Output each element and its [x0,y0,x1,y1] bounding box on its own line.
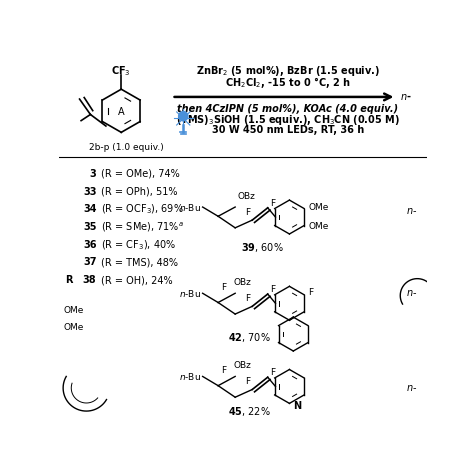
Text: N: N [293,401,301,411]
Text: 3: 3 [90,169,96,179]
Text: A: A [118,107,125,118]
Circle shape [179,111,188,121]
Text: OBz: OBz [234,361,252,370]
Text: $n$-: $n$- [406,288,418,298]
Text: $n$-: $n$- [406,383,418,393]
Text: F: F [246,294,251,303]
Text: R: R [65,275,73,285]
Text: F: F [221,366,226,375]
Text: OMe: OMe [63,323,83,332]
Text: OBz: OBz [234,278,252,287]
Text: $\mathbf{39}$, 60%: $\mathbf{39}$, 60% [241,241,284,255]
Text: ZnBr$_2$ (5 mol%), BzBr (1.5 equiv.): ZnBr$_2$ (5 mol%), BzBr (1.5 equiv.) [196,64,380,78]
Text: (TMS)$_3$SiOH (1.5 equiv.), CH$_3$CN (0.05 M): (TMS)$_3$SiOH (1.5 equiv.), CH$_3$CN (0.… [176,113,400,127]
Text: F: F [270,368,275,377]
Text: F: F [270,199,275,208]
Text: 37: 37 [83,257,96,267]
Text: F: F [221,283,226,292]
Text: (R = OPh), 51%: (R = OPh), 51% [101,187,178,197]
Text: $n$-Bu: $n$-Bu [179,201,201,212]
Text: F: F [270,285,275,294]
Text: CH$_2$Cl$_2$, -15 to 0 °C, 2 h: CH$_2$Cl$_2$, -15 to 0 °C, 2 h [225,75,351,90]
Text: (R = TMS), 48%: (R = TMS), 48% [101,257,178,267]
Text: $n$-Bu: $n$-Bu [179,288,201,299]
Text: 30 W 450 nm LEDs, RT, 36 h: 30 W 450 nm LEDs, RT, 36 h [212,125,364,135]
Text: 36: 36 [83,240,96,250]
Text: 33: 33 [83,187,96,197]
Text: 35: 35 [83,222,96,232]
Text: $\mathbf{42}$, 70%: $\mathbf{42}$, 70% [228,331,271,345]
Text: $n$-: $n$- [406,206,418,216]
Text: OBz: OBz [237,192,255,201]
Text: F: F [246,377,251,386]
Text: $n$-: $n$- [400,92,412,102]
Text: $\mathbf{45}$, 22%: $\mathbf{45}$, 22% [228,405,271,418]
Text: (R = OH), 24%: (R = OH), 24% [101,275,173,285]
Text: then 4CzIPN (5 mol%), KOAc (4.0 equiv.): then 4CzIPN (5 mol%), KOAc (4.0 equiv.) [177,104,399,114]
Text: OMe: OMe [309,222,329,231]
Text: 34: 34 [83,204,96,214]
Text: OMe: OMe [309,203,329,212]
Text: F: F [308,288,313,297]
Text: OMe: OMe [63,307,83,316]
Text: 2b-p (1.0 equiv.): 2b-p (1.0 equiv.) [89,143,164,152]
Text: 38: 38 [83,275,96,285]
Text: CF$_3$: CF$_3$ [111,64,131,78]
Text: (R = OMe), 74%: (R = OMe), 74% [101,169,180,179]
Text: $n$-Bu: $n$-Bu [179,371,201,382]
Text: (R = CF$_3$), 40%: (R = CF$_3$), 40% [101,238,176,252]
Text: F: F [246,208,251,217]
Text: (R = SMe), 71%$^a$: (R = SMe), 71%$^a$ [101,220,184,234]
Text: (R = OCF$_3$), 69%: (R = OCF$_3$), 69% [101,202,184,216]
